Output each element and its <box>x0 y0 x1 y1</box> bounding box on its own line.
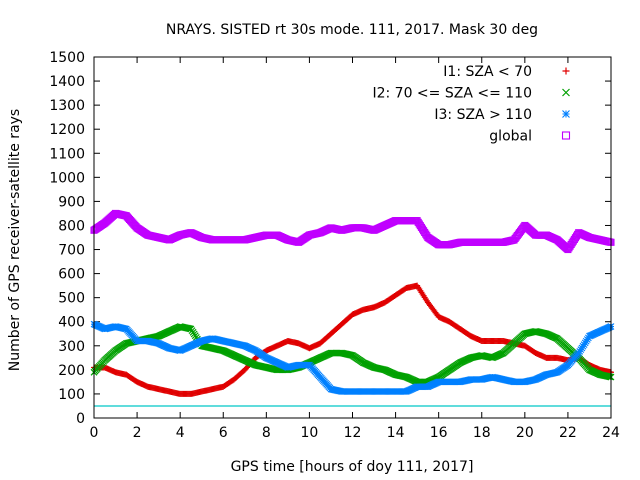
legend-marker <box>562 67 570 75</box>
x-tick-label: 14 <box>387 425 405 441</box>
x-tick-label: 18 <box>473 425 491 441</box>
y-axis: 0 100 200 300 400 500 600 700 800 900 1000 1100 1200… <box>49 50 611 427</box>
y-axis-label: Number of GPS receiver-satellite rays <box>7 109 23 371</box>
y-tick-label: 1500 <box>49 50 85 66</box>
y-tick-label: 400 <box>58 315 85 331</box>
y-tick-label: 800 <box>58 218 85 234</box>
y-tick-label: 500 <box>58 291 85 307</box>
legend-marker <box>561 131 571 140</box>
x-tick-label: 4 <box>176 425 185 441</box>
y-tick-label: 300 <box>58 339 85 355</box>
x-axis-label: GPS time [hours of doy 111, 2017] <box>231 459 474 475</box>
legend-marker <box>562 110 570 118</box>
legend: I1: SZA < 70 I2: 70 <= SZA <= 110 I3: SZA … <box>372 64 571 145</box>
y-tick-label: 1200 <box>49 122 85 138</box>
x-tick-label: 8 <box>262 425 271 441</box>
y-tick-label: 1400 <box>49 74 85 90</box>
legend-label: global <box>489 129 532 145</box>
x-tick-label: 10 <box>301 425 319 441</box>
x-tick-label: 16 <box>430 425 448 441</box>
x-tick-label: 6 <box>219 425 228 441</box>
x-tick-label: 2 <box>133 425 142 441</box>
y-tick-label: 1300 <box>49 98 85 114</box>
x-tick-label: 12 <box>344 425 362 441</box>
y-tick-label: 900 <box>58 194 85 210</box>
series-i1-sza-70 <box>91 282 614 397</box>
legend-marker <box>562 88 570 97</box>
legend-label: I3: SZA > 110 <box>434 107 532 123</box>
y-tick-label: 100 <box>58 387 85 403</box>
y-tick-label: 200 <box>58 363 85 379</box>
y-tick-label: 600 <box>58 267 85 283</box>
series-i3-sza-110 <box>90 320 615 395</box>
x-axis: 0 2 4 6 8 10 12 14 16 18 20 22 24 <box>90 57 620 441</box>
plot-frame <box>93 56 612 419</box>
y-tick-label: 0 <box>76 411 85 427</box>
x-tick-label: 24 <box>602 425 620 441</box>
legend-label: I2: 70 <= SZA <= 110 <box>372 86 532 102</box>
x-tick-label: 0 <box>90 425 99 441</box>
x-tick-label: 20 <box>516 425 534 441</box>
chart-title: NRAYS. SISTED rt 30s mode. 111, 2017. Ma… <box>166 22 538 38</box>
plot-area <box>90 209 615 407</box>
y-tick-label: 1100 <box>49 146 85 162</box>
legend-label: I1: SZA < 70 <box>443 64 532 80</box>
y-tick-label: 700 <box>58 243 85 259</box>
series-global <box>90 209 615 254</box>
y-tick-label: 1000 <box>49 170 85 186</box>
x-tick-label: 22 <box>559 425 577 441</box>
